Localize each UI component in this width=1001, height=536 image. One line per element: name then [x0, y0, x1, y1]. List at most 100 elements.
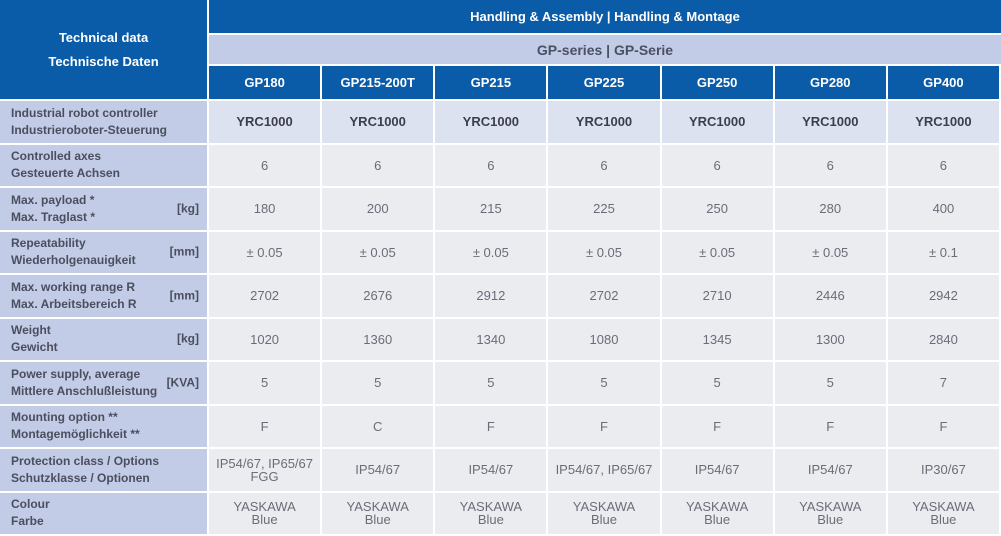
value-line: YASKAWA	[233, 499, 296, 515]
title-en: Technical data	[58, 29, 149, 45]
label-line: Mittlere Anschlußleistung	[11, 383, 158, 398]
row-label: Industrial robot controller Industrierobo…	[0, 101, 207, 143]
value-line: Blue	[251, 512, 278, 528]
value-cell: YRC1000	[661, 101, 773, 143]
value-cell: YASKAWA Blue	[322, 492, 434, 534]
value-line: YASKAWA	[572, 499, 636, 515]
label-line: Max. payload *	[11, 192, 95, 207]
model-header: GP400	[887, 66, 999, 99]
value-cell: 400	[887, 188, 999, 230]
value-cell: ± 0.05	[209, 231, 321, 273]
value-line: YASKAWA	[685, 499, 749, 515]
model-header: GP280	[774, 66, 886, 99]
row-label: Max. working range R Max. Arbeitsbereich …	[0, 275, 207, 317]
label-line: Colour	[11, 497, 50, 512]
value-cell: 2840	[887, 318, 999, 360]
value-cell: IP54/67	[322, 449, 434, 491]
value-line: YASKAWA	[459, 499, 523, 515]
value-cell: IP30/67	[887, 449, 999, 491]
value-cell: 215	[435, 188, 547, 230]
value-cell: ± 0.05	[661, 231, 773, 273]
value-cell: YRC1000	[887, 101, 999, 143]
value-cell: YASKAWA Blue	[435, 492, 547, 534]
value-cell: F	[435, 405, 547, 447]
value-cell: 6	[661, 144, 773, 186]
value-cell: 2446	[774, 275, 886, 317]
model-header: GP215-200T	[322, 66, 434, 99]
value-cell: 5	[209, 362, 321, 404]
label-line: Max. working range R	[11, 279, 136, 294]
value-cell: 6	[209, 144, 321, 186]
value-cell: YRC1000	[209, 101, 321, 143]
unit: [mm]	[169, 288, 199, 303]
value-cell: YRC1000	[322, 101, 434, 143]
value-cell: ± 0.05	[774, 231, 886, 273]
value-line: Blue	[930, 512, 957, 528]
value-cell: YRC1000	[548, 101, 660, 143]
value-cell: 5	[661, 362, 773, 404]
value-cell: 2942	[887, 275, 999, 317]
value-cell: IP54/67, IP65/67	[548, 449, 660, 491]
label-line: Repeatability	[11, 236, 86, 251]
value-cell: 5	[774, 362, 886, 404]
value-cell: 2710	[661, 275, 773, 317]
value-cell: F	[661, 405, 773, 447]
value-cell: 2912	[435, 275, 547, 317]
value-cell: IP54/67	[774, 449, 886, 491]
value-cell: 180	[209, 188, 321, 230]
value-cell: ± 0.05	[435, 231, 547, 273]
value-cell: IP54/67	[435, 449, 547, 491]
row-label: Mounting option ** Montagemöglichkeit **	[0, 405, 207, 447]
value-cell: F	[774, 405, 886, 447]
label-line: Industrial robot controller	[11, 105, 158, 120]
label-line: Schutzklasse / Optionen	[11, 470, 150, 485]
value-line: Blue	[817, 512, 844, 528]
title-cell: Technical data Technische Daten	[0, 0, 207, 99]
value-cell: 6	[774, 144, 886, 186]
title-de: Technische Daten	[48, 53, 159, 69]
model-header: GP225	[548, 66, 660, 99]
row-label: Weight Gewicht [kg]	[0, 318, 207, 360]
label-line: Weight	[11, 323, 51, 338]
value-cell: 280	[774, 188, 886, 230]
value-cell: YASKAWA Blue	[548, 492, 660, 534]
model-header: GP180	[209, 66, 321, 99]
value-cell: 1020	[209, 318, 321, 360]
value-line: Blue	[364, 512, 391, 528]
value-cell: F	[548, 405, 660, 447]
row-label: Power supply, average Mittlere Anschlußle…	[0, 362, 207, 404]
label-line: Power supply, average	[11, 366, 141, 381]
label-line: Max. Traglast *	[11, 209, 96, 224]
row-label: Repeatability Wiederholgenauigkeit [mm]	[0, 231, 207, 273]
row-label: Controlled axes Gesteuerte Achsen	[0, 144, 207, 186]
label-line: Protection class / Options	[11, 453, 160, 468]
value-cell: ± 0.05	[548, 231, 660, 273]
value-cell: 6	[548, 144, 660, 186]
label-line: Montagemöglichkeit **	[11, 427, 140, 442]
model-header: GP250	[661, 66, 773, 99]
label-line: Controlled axes	[11, 149, 102, 164]
unit: [KVA]	[166, 375, 199, 390]
label-line: Farbe	[11, 514, 44, 529]
unit: [kg]	[177, 331, 199, 346]
unit: [kg]	[177, 201, 199, 216]
label-line: Mounting option **	[11, 410, 118, 425]
value-cell: 1080	[548, 318, 660, 360]
value-cell: 6	[435, 144, 547, 186]
value-cell: 6	[887, 144, 999, 186]
label-line: Wiederholgenauigkeit	[11, 253, 136, 268]
value-cell: YRC1000	[774, 101, 886, 143]
group-header: Handling & Assembly | Handling & Montage	[209, 0, 1001, 33]
model-header: GP215	[435, 66, 547, 99]
label-line: Gesteuerte Achsen	[11, 166, 120, 181]
value-cell: 1345	[661, 318, 773, 360]
value-cell: 2702	[209, 275, 321, 317]
value-cell: YASKAWA Blue	[209, 492, 321, 534]
label-line: Gewicht	[11, 340, 58, 355]
value-cell: C	[322, 405, 434, 447]
value-cell: F	[887, 405, 999, 447]
value-cell: YRC1000	[435, 101, 547, 143]
row-label: Colour Farbe	[0, 492, 207, 534]
label-line: Max. Arbeitsbereich R	[11, 296, 137, 311]
